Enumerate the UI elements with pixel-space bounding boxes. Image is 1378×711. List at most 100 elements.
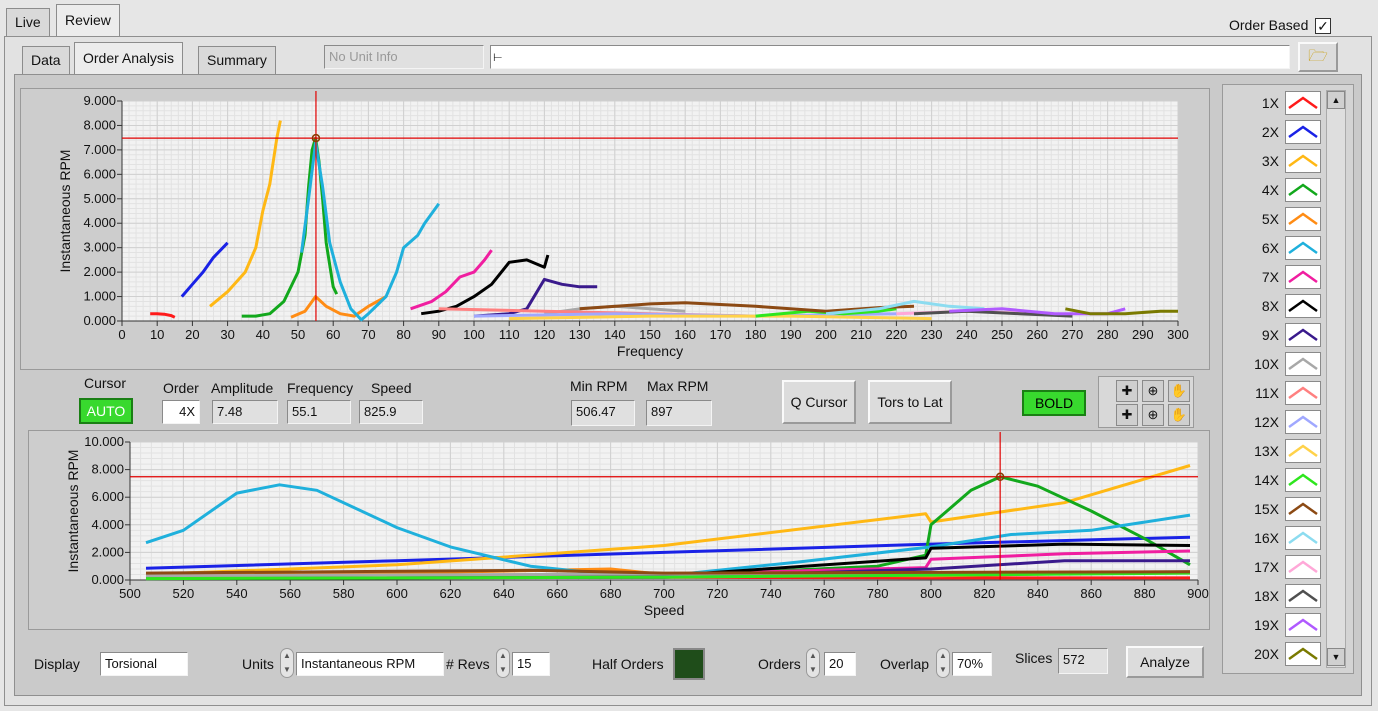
auto-button[interactable]: AUTO <box>79 398 133 424</box>
legend-line-swatch <box>1285 439 1321 463</box>
legend-item[interactable]: 6X <box>1231 234 1341 263</box>
tab-live[interactable]: Live <box>6 8 50 36</box>
units-label: Units <box>242 656 274 672</box>
series-line-14X <box>755 307 897 318</box>
x-tick-label: 700 <box>653 586 675 601</box>
legend-line-swatch <box>1285 613 1321 637</box>
series-line-4X <box>241 136 339 318</box>
orders-spinner[interactable]: ▲ ▼ <box>806 648 820 678</box>
q-cursor-button[interactable]: Q Cursor <box>782 380 856 424</box>
x-tick-label: 740 <box>760 586 782 601</box>
scroll-down-icon[interactable]: ▼ <box>1327 648 1345 666</box>
zoom-icon[interactable]: ⊕ <box>1142 404 1164 426</box>
legend-line-swatch <box>1285 207 1321 231</box>
x-tick-label: 560 <box>279 586 301 601</box>
x-tick-label: 80 <box>396 327 410 342</box>
order-field[interactable]: 4X <box>162 400 200 424</box>
x-tick-label: 100 <box>463 327 485 342</box>
legend-item[interactable]: 2X <box>1231 118 1341 147</box>
x-tick-label: 10 <box>150 327 164 342</box>
legend-line-swatch <box>1285 91 1321 115</box>
bold-button[interactable]: BOLD <box>1022 390 1086 416</box>
legend-item[interactable]: 18X <box>1231 582 1341 611</box>
tab-order-analysis[interactable]: Order Analysis <box>74 42 184 74</box>
legend-item[interactable]: 17X <box>1231 553 1341 582</box>
legend-item[interactable]: 4X <box>1231 176 1341 205</box>
revs-field[interactable]: 15 <box>512 652 550 676</box>
legend-item[interactable]: 5X <box>1231 205 1341 234</box>
x-tick-label: 90 <box>432 327 446 342</box>
legend-item[interactable]: 1X <box>1231 89 1341 118</box>
legend-item[interactable]: 11X <box>1231 379 1341 408</box>
tors-to-lat-button[interactable]: Tors to Lat <box>868 380 952 424</box>
legend-item[interactable]: 7X <box>1231 263 1341 292</box>
tab-summary[interactable]: Summary <box>198 46 276 74</box>
y-tick-label: 8.000 <box>83 117 116 132</box>
legend-item[interactable]: 10X <box>1231 350 1341 379</box>
series-line-6X <box>300 141 441 322</box>
tab-review[interactable]: Review <box>56 4 120 36</box>
legend-scrollbar[interactable] <box>1326 90 1346 668</box>
units-spinner[interactable]: ▲ ▼ <box>280 648 294 678</box>
x-tick-label: 210 <box>850 327 872 342</box>
speed-chart[interactable]: 500 520 540 560 580 600 620 640 660 680 700 720 740 7… <box>28 430 1210 630</box>
legend-item[interactable]: 20X <box>1231 640 1341 669</box>
frequency-chart[interactable]: 0 10 20 30 40 50 60 70 80 90 100 110 120 130 140 150 160… <box>20 88 1210 370</box>
legend-item-label: 14X <box>1254 472 1279 488</box>
legend-item[interactable]: 15X <box>1231 495 1341 524</box>
half-orders-led[interactable] <box>673 648 705 680</box>
x-tick-label: 720 <box>707 586 729 601</box>
legend-item-label: 20X <box>1254 646 1279 662</box>
pan-hand-icon[interactable]: ✋ <box>1168 404 1190 426</box>
x-tick-label: 170 <box>710 327 732 342</box>
legend-line-swatch <box>1285 323 1321 347</box>
legend-item[interactable]: 19X <box>1231 611 1341 640</box>
legend-line-swatch <box>1285 468 1321 492</box>
x-tick-label: 640 <box>493 586 515 601</box>
legend-item[interactable]: 8X <box>1231 292 1341 321</box>
crosshair-icon[interactable]: ✚ <box>1116 380 1138 402</box>
min-rpm-field: 506.47 <box>571 400 635 426</box>
display-field[interactable]: Torsional <box>100 652 188 676</box>
x-tick-label: 240 <box>956 327 978 342</box>
legend-item[interactable]: 9X <box>1231 321 1341 350</box>
scroll-up-icon[interactable]: ▲ <box>1327 91 1345 109</box>
legend-item[interactable]: 12X <box>1231 408 1341 437</box>
legend-line-swatch <box>1285 120 1321 144</box>
crosshair-icon[interactable]: ✚ <box>1116 404 1138 426</box>
y-tick-label: 7.000 <box>83 142 116 157</box>
display-label: Display <box>34 656 80 672</box>
half-orders-label: Half Orders <box>592 656 664 672</box>
y-tick-label: 5.000 <box>83 191 116 206</box>
tab-data[interactable]: Data <box>22 46 70 74</box>
file-path-field[interactable]: ⊢ <box>490 45 1290 69</box>
overlap-field[interactable]: 70% <box>952 652 992 676</box>
y-tick-label: 0.000 <box>91 572 124 587</box>
legend-item[interactable]: 16X <box>1231 524 1341 553</box>
orders-field[interactable]: 20 <box>824 652 856 676</box>
order-based-checkbox[interactable]: ✓ <box>1315 18 1331 34</box>
legend-item[interactable]: 3X <box>1231 147 1341 176</box>
x-tick-label: 230 <box>921 327 943 342</box>
browse-folder-button[interactable]: 🗁 <box>1298 42 1338 72</box>
unit-info-field: No Unit Info <box>324 45 484 69</box>
slices-field: 572 <box>1058 648 1108 674</box>
series-line-16X <box>825 299 985 316</box>
x-tick-label: 520 <box>173 586 195 601</box>
legend-item-label: 9X <box>1261 327 1279 343</box>
pan-hand-icon[interactable]: ✋ <box>1168 380 1190 402</box>
x-tick-label: 20 <box>185 327 199 342</box>
units-field[interactable]: Instantaneous RPM <box>296 652 444 676</box>
analyze-button[interactable]: Analyze <box>1126 646 1204 678</box>
amplitude-label: Amplitude <box>211 380 274 396</box>
overlap-label: Overlap <box>880 656 930 672</box>
legend-item[interactable]: 13X <box>1231 437 1341 466</box>
zoom-icon[interactable]: ⊕ <box>1142 380 1164 402</box>
series-line-1X <box>150 312 176 319</box>
revs-spinner[interactable]: ▲ ▼ <box>496 648 510 678</box>
y-tick-label: 4.000 <box>91 517 124 532</box>
x-tick-label: 660 <box>546 586 568 601</box>
legend-item[interactable]: 14X <box>1231 466 1341 495</box>
overlap-spinner[interactable]: ▲ ▼ <box>936 648 950 678</box>
legend-item-label: 3X <box>1261 153 1279 169</box>
